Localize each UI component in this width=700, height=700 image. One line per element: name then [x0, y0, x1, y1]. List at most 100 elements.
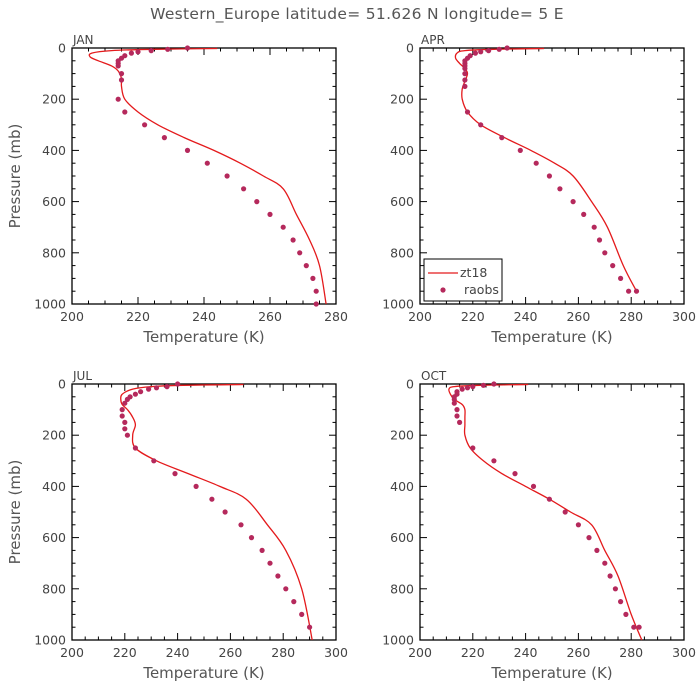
series-point-raobs [238, 522, 244, 528]
series-point-raobs [478, 122, 484, 128]
y-tick-label: 400 [390, 479, 414, 494]
series-point-raobs [636, 624, 642, 630]
x-tick-label: 280 [619, 645, 643, 660]
series-point-raobs [612, 586, 619, 592]
series-point-raobs [633, 288, 640, 294]
y-tick-label: 200 [42, 92, 66, 107]
x-tick-label: 260 [258, 309, 282, 324]
series-point-raobs [161, 135, 167, 141]
y-tick-label: 800 [42, 245, 66, 260]
panel-label: APR [421, 33, 445, 47]
series-point-raobs [591, 224, 597, 230]
series-point-raobs [454, 407, 460, 413]
series-point-raobs [464, 109, 471, 115]
x-axis-title: Temperature (K) [490, 328, 612, 346]
series-point-raobs [557, 186, 563, 192]
y-tick-label: 1000 [382, 633, 414, 648]
series-point-raobs [280, 224, 286, 230]
series-point-raobs [165, 46, 171, 52]
y-tick-label: 800 [390, 581, 414, 596]
y-tick-label: 600 [42, 194, 66, 209]
series-point-raobs [151, 458, 157, 464]
x-tick-label: 300 [324, 645, 348, 660]
series-point-raobs [259, 547, 265, 554]
x-tick-label: 300 [672, 645, 696, 660]
x-tick-label: 200 [408, 645, 432, 660]
x-tick-label: 220 [461, 645, 485, 660]
series-point-raobs [480, 382, 486, 388]
series-point-raobs [128, 50, 134, 56]
series-point-raobs [164, 384, 170, 390]
x-tick-label: 200 [60, 309, 84, 324]
series-point-raobs [241, 186, 247, 192]
series-point-raobs [575, 522, 582, 528]
series-point-raobs [451, 396, 457, 402]
series-point-raobs [122, 419, 128, 425]
series-point-raobs [491, 381, 497, 387]
x-axis-title: Temperature (K) [490, 664, 612, 682]
x-tick-label: 240 [166, 645, 190, 660]
series-point-raobs [148, 48, 154, 54]
series-point-raobs [533, 160, 539, 166]
x-tick-label: 300 [672, 309, 696, 324]
x-tick-label: 260 [566, 645, 590, 660]
panel-jan: JAN 200 220 240 260 280 0 200 400 600 800 1000 Tempe… [6, 33, 348, 346]
y-tick-label: 800 [42, 581, 66, 596]
x-tick-label: 200 [60, 645, 84, 660]
series-point-raobs [222, 509, 228, 515]
series-point-raobs [594, 547, 600, 554]
series-point-raobs [504, 45, 510, 51]
series-point-raobs [310, 275, 316, 281]
series-point-raobs [570, 199, 576, 205]
series-point-raobs [132, 445, 138, 451]
series-point-raobs [290, 237, 296, 243]
series-point-raobs [184, 147, 191, 153]
series-point-raobs [142, 122, 148, 128]
series-point-raobs [623, 611, 629, 618]
series-point-raobs [457, 419, 463, 425]
y-tick-label: 600 [390, 530, 414, 545]
y-tick-label: 0 [58, 41, 66, 56]
y-tick-label: 0 [58, 377, 66, 392]
series-point-raobs [496, 46, 502, 52]
series-point-raobs [267, 560, 273, 566]
panel-apr: APR 200 220 240 260 280 300 0 200 400 600 800 1000 Te… [382, 33, 696, 346]
series-point-raobs [119, 413, 125, 419]
figure-title: Western_Europe latitude= 51.626 N longit… [150, 5, 564, 24]
series-point-raobs [517, 147, 523, 153]
series-point-raobs [132, 391, 138, 397]
series-point-raobs [124, 396, 130, 402]
series-point-raobs [122, 109, 128, 115]
series-point-raobs [610, 263, 616, 269]
y-tick-label: 800 [390, 245, 414, 260]
panel-group: JAN 200 220 240 260 280 0 200 400 600 800 1000 Tempe… [6, 33, 696, 682]
series-point-raobs [135, 49, 141, 55]
x-tick-label: 280 [619, 309, 643, 324]
series-point-raobs [462, 71, 468, 77]
y-axis-title: Pressure (mb) [6, 124, 24, 229]
series-point-raobs [299, 611, 305, 618]
series-point-raobs [602, 250, 608, 256]
series-line-zt18 [454, 47, 638, 292]
series-point-raobs [119, 407, 125, 413]
series-point-raobs [124, 432, 130, 438]
y-tick-label: 0 [406, 41, 414, 56]
y-tick-label: 600 [390, 194, 414, 209]
series-point-raobs [283, 586, 289, 592]
series-point-raobs [209, 496, 215, 502]
plot-frame [71, 383, 337, 641]
x-tick-label: 240 [514, 309, 538, 324]
series-point-raobs [596, 237, 603, 243]
x-tick-label: 240 [514, 645, 538, 660]
series-point-raobs [275, 573, 281, 579]
series-point-raobs [581, 211, 587, 217]
y-tick-label: 0 [406, 377, 414, 392]
x-tick-label: 240 [192, 309, 216, 324]
x-axis-title: Temperature (K) [142, 328, 264, 346]
legend-dot-swatch [440, 287, 446, 293]
series-point-raobs [184, 45, 191, 51]
series-point-raobs [530, 483, 537, 489]
series-point-raobs [118, 77, 125, 83]
series-point-raobs [607, 573, 613, 579]
series-point-raobs [472, 50, 478, 56]
